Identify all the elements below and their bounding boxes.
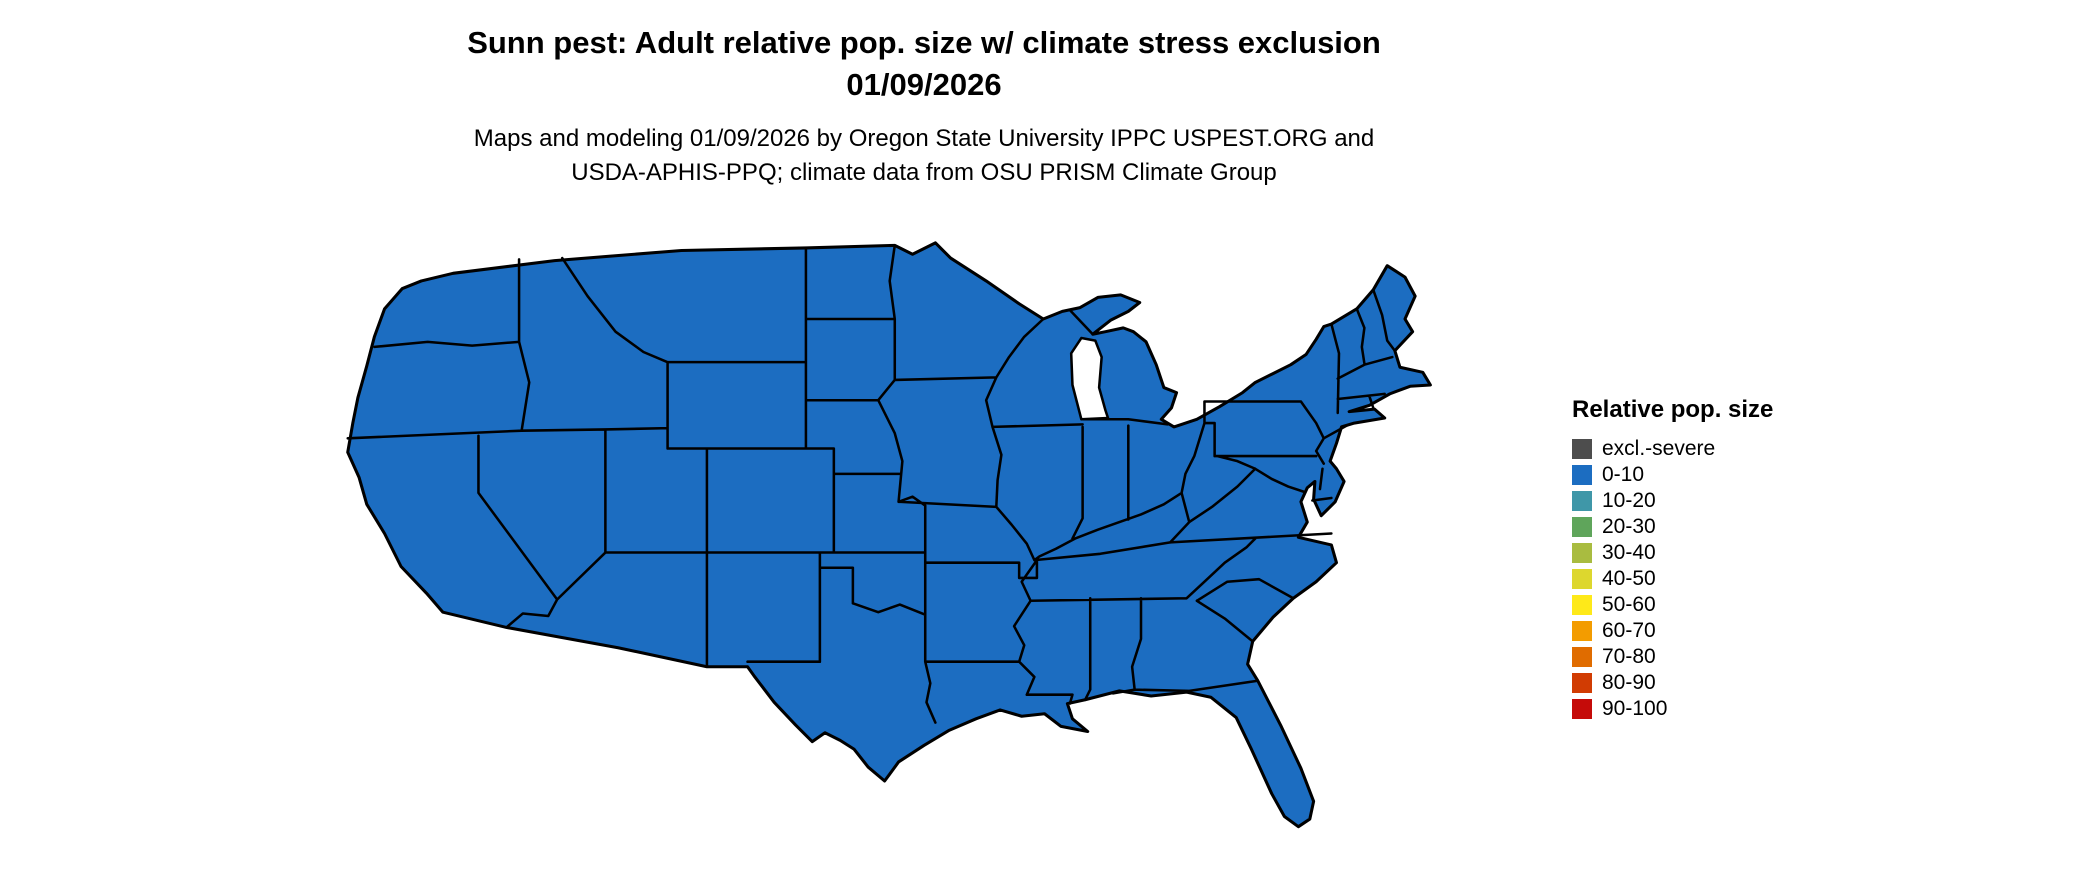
legend-item-label: 70-80 (1602, 645, 1656, 668)
legend-item-label: 60-70 (1602, 619, 1656, 642)
legend-title: Relative pop. size (1572, 396, 1774, 423)
map-title: Sunn pest: Adult relative pop. size w/ c… (0, 22, 1848, 106)
legend-item-label: 10-20 (1602, 489, 1656, 512)
legend-item-label: 50-60 (1602, 593, 1656, 616)
legend-item: 60-70 (1572, 618, 1872, 644)
map-title-date: 01/09/2026 (846, 67, 1002, 102)
legend-item: 20-30 (1572, 514, 1872, 540)
legend-swatch (1572, 595, 1592, 615)
legend-swatch (1572, 647, 1592, 667)
us-map-svg (346, 241, 1432, 829)
legend-swatch (1572, 673, 1592, 693)
legend-item: 30-40 (1572, 540, 1872, 566)
legend-item-label: 20-30 (1602, 515, 1656, 538)
legend-swatch (1572, 465, 1592, 485)
us-choropleth-map (300, 220, 1520, 880)
legend-item-label: 30-40 (1602, 541, 1656, 564)
legend-item: 80-90 (1572, 670, 1872, 696)
map-legend: Relative pop. size excl.-severe 0-10 10-… (1572, 396, 1872, 722)
legend-item: 90-100 (1572, 696, 1872, 722)
legend-item: 10-20 (1572, 488, 1872, 514)
legend-swatch (1572, 439, 1592, 459)
legend-item-label: 0-10 (1602, 463, 1645, 486)
legend-swatch (1572, 699, 1592, 719)
legend-swatch (1572, 569, 1592, 589)
map-subtitle: Maps and modeling 01/09/2026 by Oregon S… (0, 122, 1848, 190)
state-borders (346, 244, 1397, 724)
legend-item: 40-50 (1572, 566, 1872, 592)
map-title-line1: Sunn pest: Adult relative pop. size w/ c… (467, 25, 1381, 60)
legend-item: 70-80 (1572, 644, 1872, 670)
legend-item: excl.-severe (1572, 436, 1872, 462)
legend-swatch (1572, 543, 1592, 563)
legend-item-label: excl.-severe (1602, 437, 1716, 460)
legend-swatch (1572, 621, 1592, 641)
legend-item-label: 40-50 (1602, 567, 1656, 590)
legend-item-label: 80-90 (1602, 671, 1656, 694)
lake-michigan (1069, 336, 1110, 421)
legend-swatch (1572, 517, 1592, 537)
legend-item: 50-60 (1572, 592, 1872, 618)
legend-item-label: 90-100 (1602, 697, 1668, 720)
map-subtitle-line1: Maps and modeling 01/09/2026 by Oregon S… (473, 125, 1375, 152)
legend-swatch (1572, 491, 1592, 511)
legend-item: 0-10 (1572, 462, 1872, 488)
map-subtitle-line2: USDA-APHIS-PPQ; climate data from OSU PR… (571, 159, 1277, 186)
